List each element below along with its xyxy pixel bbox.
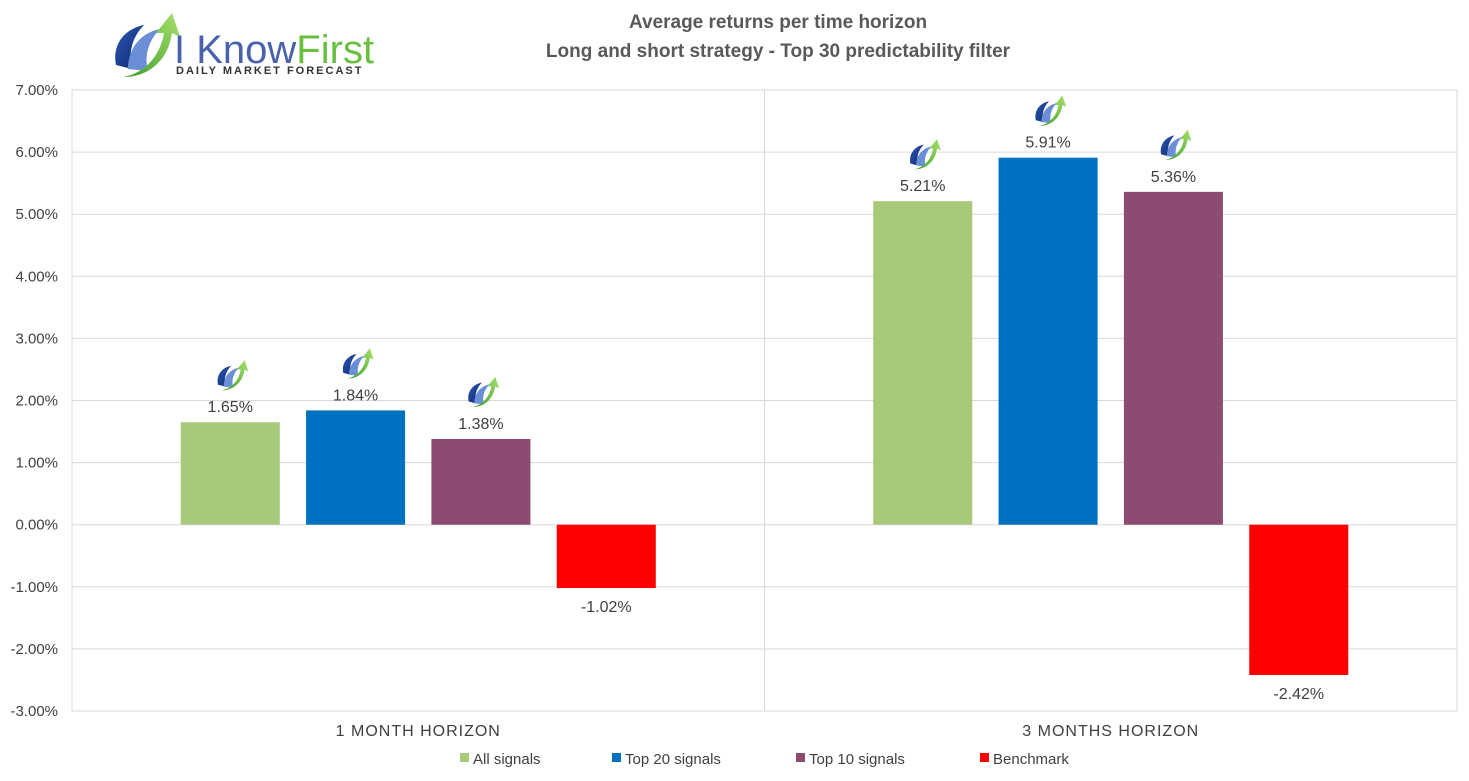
y-tick-label: -3.00%: [10, 703, 58, 720]
x-category-label: 3 MONTHS HORIZON: [1022, 723, 1199, 740]
y-tick-label: 2.00%: [15, 393, 58, 410]
data-label: -1.02%: [581, 599, 632, 616]
i-know-first-arrow-icon: [468, 376, 500, 408]
y-tick-label: 4.00%: [15, 268, 58, 285]
data-label: 5.36%: [1151, 169, 1196, 186]
data-label: 1.84%: [333, 387, 378, 404]
legend-swatch: [612, 753, 621, 762]
data-label: 5.21%: [900, 178, 945, 195]
bar: [431, 439, 531, 525]
chart-title: Average returns per time horizon: [629, 12, 927, 33]
bar: [1123, 191, 1223, 525]
legend-swatch: [980, 753, 989, 762]
logo-tagline: Daily Market Forecast: [176, 65, 363, 77]
i-know-first-arrow-icon: [1160, 129, 1192, 161]
legend-swatch: [460, 753, 469, 762]
bar: [556, 524, 656, 589]
i-know-first-arrow-icon: [217, 360, 249, 391]
y-tick-label: -1.00%: [10, 579, 58, 596]
y-tick-label: 3.00%: [15, 330, 58, 347]
y-tick-label: 6.00%: [15, 144, 58, 161]
bar: [1249, 524, 1349, 675]
x-category-label: 1 MONTH HORIZON: [336, 723, 501, 740]
logo: I KnowFirst Daily Market Forecast: [115, 13, 374, 77]
bar: [306, 410, 406, 525]
y-tick-label: 1.00%: [15, 455, 58, 472]
i-know-first-logo-icon: [115, 13, 180, 77]
legend-swatch: [796, 753, 805, 762]
legend-label: All signals: [473, 751, 541, 768]
data-labels: 1.65% 1.84% 1.38% -1.02% 5.21% 5.91% 5.36% -2.4…: [208, 95, 1324, 703]
i-know-first-arrow-icon: [342, 348, 374, 379]
data-label: -2.42%: [1273, 686, 1324, 703]
legend-label: Top 20 signals: [625, 751, 721, 768]
bar: [180, 422, 280, 525]
y-axis: 7.00% 6.00% 5.00% 4.00% 3.00% 2.00% 1.00% 0.00%…: [10, 82, 58, 720]
data-label: 1.65%: [208, 399, 253, 416]
bar: [873, 201, 973, 525]
i-know-first-arrow-icon: [910, 138, 941, 170]
legend-label: Top 10 signals: [809, 751, 905, 768]
bar: [998, 157, 1098, 525]
chart-subtitle: Long and short strategy - Top 30 predict…: [546, 41, 1011, 62]
data-label: 1.38%: [458, 416, 503, 433]
y-tick-label: 0.00%: [15, 517, 58, 534]
bars: [180, 157, 1349, 675]
y-tick-label: 7.00%: [15, 82, 58, 99]
legend-label: Benchmark: [993, 751, 1069, 768]
y-tick-label: 5.00%: [15, 206, 58, 223]
logo-text: I KnowFirst: [174, 28, 374, 72]
i-know-first-arrow-icon: [1035, 95, 1067, 126]
gridlines: [71, 89, 1458, 712]
data-label: 5.91%: [1025, 135, 1070, 152]
legend: All signals Top 20 signals Top 10 signals B…: [460, 751, 1069, 768]
y-tick-label: -2.00%: [10, 641, 58, 658]
x-axis: 1 MONTH HORIZON 3 MONTHS HORIZON: [336, 723, 1199, 740]
